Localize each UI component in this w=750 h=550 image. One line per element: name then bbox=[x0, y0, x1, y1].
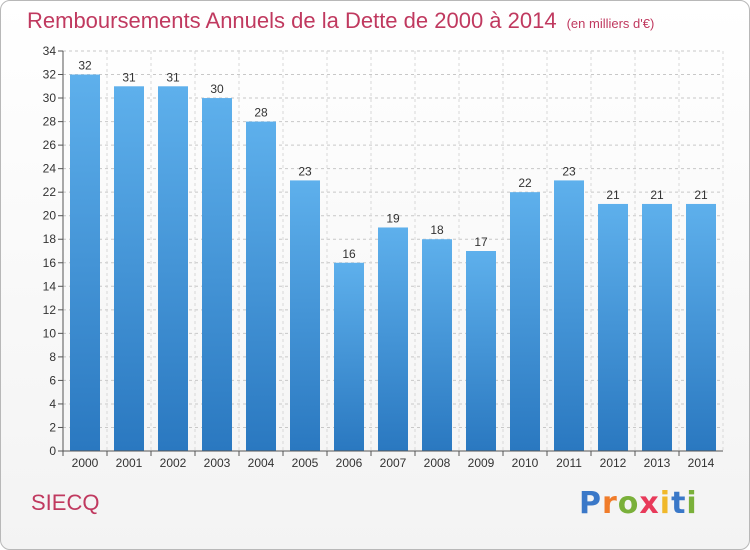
x-tick-label-2002: 2002 bbox=[160, 456, 187, 470]
x-tick-label-2010: 2010 bbox=[512, 456, 539, 470]
axes bbox=[58, 50, 723, 456]
bar-2002 bbox=[158, 86, 188, 451]
bars bbox=[70, 74, 716, 452]
data-label-2014: 21 bbox=[694, 188, 708, 202]
bar-2004 bbox=[246, 121, 276, 452]
data-label-2012: 21 bbox=[606, 188, 620, 202]
bar-2014 bbox=[686, 203, 716, 451]
chart-title: Remboursements Annuels de la Dette de 20… bbox=[27, 8, 654, 34]
x-tick-label-2009: 2009 bbox=[468, 456, 495, 470]
y-tick-label-26: 26 bbox=[43, 138, 57, 152]
x-tick-label-2001: 2001 bbox=[116, 456, 143, 470]
chart-subtitle: (en milliers d'€) bbox=[566, 16, 655, 31]
data-label-2009: 17 bbox=[474, 235, 488, 249]
data-label-2013: 21 bbox=[650, 188, 664, 202]
labels: 0246810121416182022242628303234322000312… bbox=[43, 44, 715, 470]
data-label-2010: 22 bbox=[518, 176, 532, 190]
bar-2013 bbox=[642, 203, 672, 451]
y-tick-label-14: 14 bbox=[43, 279, 57, 293]
brand-letter: i bbox=[659, 486, 672, 521]
x-tick-label-2007: 2007 bbox=[380, 456, 407, 470]
data-label-2007: 19 bbox=[386, 211, 400, 225]
bar-2009 bbox=[466, 251, 496, 451]
data-label-2002: 31 bbox=[166, 70, 180, 84]
data-label-2003: 30 bbox=[210, 82, 224, 96]
data-label-2001: 31 bbox=[122, 70, 136, 84]
y-tick-label-18: 18 bbox=[43, 232, 57, 246]
data-label-2011: 23 bbox=[562, 164, 576, 178]
bar-2005 bbox=[290, 180, 320, 452]
bar-2011 bbox=[554, 180, 584, 452]
brand-letter: x bbox=[639, 486, 660, 521]
y-tick-label-24: 24 bbox=[43, 162, 57, 176]
data-label-2004: 28 bbox=[254, 106, 268, 120]
x-tick-label-2014: 2014 bbox=[688, 456, 715, 470]
brand-logo: Proxiti bbox=[579, 486, 698, 521]
bar-2006 bbox=[334, 262, 364, 451]
y-tick-label-10: 10 bbox=[43, 326, 57, 340]
y-tick-label-28: 28 bbox=[43, 115, 57, 129]
y-tick-label-22: 22 bbox=[43, 185, 57, 199]
bar-2001 bbox=[114, 86, 144, 451]
bar-2000 bbox=[70, 74, 100, 451]
y-tick-label-16: 16 bbox=[43, 256, 57, 270]
data-label-2005: 23 bbox=[298, 164, 312, 178]
brand-letter: i bbox=[686, 486, 698, 521]
x-tick-label-2005: 2005 bbox=[292, 456, 319, 470]
y-tick-label-34: 34 bbox=[43, 44, 57, 58]
y-tick-label-30: 30 bbox=[43, 91, 57, 105]
x-tick-label-2004: 2004 bbox=[248, 456, 275, 470]
brand-letter: P bbox=[579, 486, 602, 521]
x-tick-label-2008: 2008 bbox=[424, 456, 451, 470]
bar-2012 bbox=[598, 203, 628, 451]
x-tick-label-2013: 2013 bbox=[644, 456, 671, 470]
y-tick-label-2: 2 bbox=[49, 420, 56, 434]
y-tick-label-0: 0 bbox=[49, 444, 56, 458]
x-tick-label-2011: 2011 bbox=[556, 456, 582, 470]
y-tick-label-8: 8 bbox=[49, 350, 56, 364]
bar-2008 bbox=[422, 239, 452, 451]
bar-2007 bbox=[378, 227, 408, 451]
bar-2010 bbox=[510, 192, 540, 452]
y-tick-label-12: 12 bbox=[43, 303, 57, 317]
commune-name: SIECQ bbox=[31, 490, 100, 515]
x-tick-label-2003: 2003 bbox=[204, 456, 231, 470]
x-tick-label-2012: 2012 bbox=[600, 456, 627, 470]
y-tick-label-4: 4 bbox=[49, 397, 56, 411]
x-tick-label-2000: 2000 bbox=[72, 456, 99, 470]
y-tick-label-20: 20 bbox=[43, 209, 57, 223]
data-label-2006: 16 bbox=[342, 247, 356, 261]
x-tick-label-2006: 2006 bbox=[336, 456, 363, 470]
brand-letter: o bbox=[617, 486, 640, 521]
bar-2003 bbox=[202, 98, 232, 451]
brand-letter: t bbox=[671, 486, 687, 521]
brand-letter: r bbox=[602, 486, 618, 521]
data-label-2000: 32 bbox=[78, 59, 92, 73]
chart-title-text: Remboursements Annuels de la Dette de 20… bbox=[27, 8, 557, 33]
y-tick-label-32: 32 bbox=[43, 68, 57, 82]
y-tick-label-6: 6 bbox=[49, 373, 56, 387]
data-label-2008: 18 bbox=[430, 223, 444, 237]
